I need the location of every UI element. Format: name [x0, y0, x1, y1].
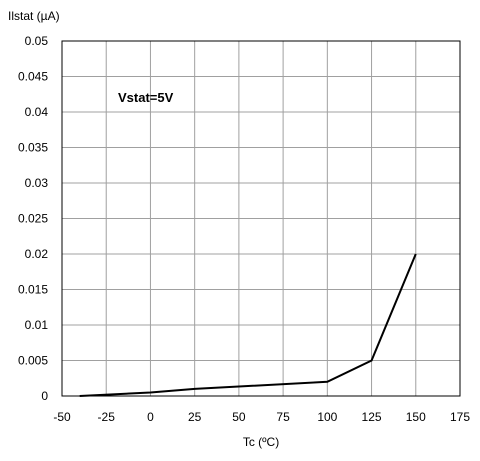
- series-lines: [79, 253, 417, 397]
- x-tick-labels: -50 -25 0 25 50 75 100 125 150 175: [53, 410, 470, 424]
- condition-annotation: Vstat=5V: [118, 90, 174, 105]
- y-tick-label: 0.045: [18, 70, 48, 84]
- y-axis-label: Ilstat (µA): [8, 9, 60, 23]
- x-tick-label: 125: [362, 410, 382, 424]
- y-tick-label: 0.03: [25, 176, 49, 190]
- x-tick-label: 175: [450, 410, 470, 424]
- x-tick-label: -50: [53, 410, 71, 424]
- x-tick-label: 75: [276, 410, 290, 424]
- y-tick-label: 0.04: [25, 105, 49, 119]
- y-tick-label: 0.01: [25, 318, 49, 332]
- x-axis-label: Tc (ºC): [243, 435, 279, 449]
- x-tick-label: 25: [188, 410, 202, 424]
- y-tick-label: 0: [41, 389, 48, 403]
- y-tick-label: 0.015: [18, 283, 48, 297]
- y-tick-label: 0.025: [18, 212, 48, 226]
- x-tick-label: -25: [98, 410, 116, 424]
- y-tick-label: 0.05: [25, 34, 49, 48]
- plot-border: [61, 40, 461, 397]
- y-tick-label: 0.02: [25, 247, 49, 261]
- y-tick-label: 0.005: [18, 354, 48, 368]
- x-tick-label: 0: [147, 410, 154, 424]
- y-tick-label: 0.035: [18, 141, 48, 155]
- x-tick-label: 50: [232, 410, 246, 424]
- series-line: [79, 253, 417, 397]
- x-tick-label: 100: [317, 410, 337, 424]
- y-tick-labels: 0 0.005 0.01 0.015 0.02 0.025 0.03 0.035 0.04 0.0…: [18, 34, 48, 403]
- x-tick-label: 150: [406, 410, 426, 424]
